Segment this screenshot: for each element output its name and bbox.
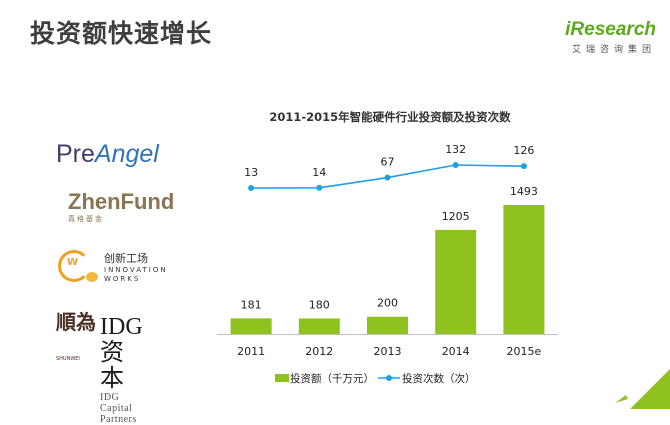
line-point-2013 [384,174,391,181]
bar-label-2012: 180 [309,298,330,311]
preangel-logo: PreAngel [56,140,159,169]
legend-line-marker [386,375,392,381]
preangel-logo-pre: Pre [56,140,95,168]
idg-logo-name: IDG资本 [100,314,143,392]
investment-chart: 2011-2015年智能硬件行业投资额及投资次数 181 2011 180 2012 20… [217,110,558,385]
legend-bar-swatch [275,374,289,382]
corner-shard [615,395,628,403]
preangel-logo-angel: Angel [94,140,159,168]
x-tick-2013: 2013 [374,345,402,358]
legend-bar-label: 投资额（千万元） [290,372,374,385]
line-label-2012: 14 [312,166,326,179]
bar-label-2013: 200 [377,297,398,310]
bar-2012 [298,318,340,334]
bar-2013 [367,316,408,334]
innovation-works-text: 创新工场 INNOVATION WORKS [104,252,168,284]
bar-label-2014: 1205 [442,210,470,223]
line-label-2013: 67 [381,156,395,169]
line-point-2014 [452,162,459,168]
line-point-2011 [248,185,255,191]
innovation-works-cn: 创新工场 [104,252,148,265]
zhenfund-logo: ZhenFund 真格基金 [68,190,174,224]
shunwei-logo: 順為 [56,310,96,334]
bar-label-2015e: 1493 [510,185,538,198]
line-label-2014: 132 [445,143,466,156]
brand-name: iResearch [565,19,656,40]
shunwei-logo-en: SHUNWEI [56,356,80,362]
lightbulb-icon [58,250,90,282]
line-label-2015e: 126 [513,144,534,157]
x-tick-2011: 2011 [237,345,265,358]
x-tick-2015e: 2015e [507,345,542,358]
bar-2014 [435,229,477,334]
innovation-works-en1: INNOVATION [104,266,168,274]
corner-decoration [615,369,670,409]
page-title: 投资额快速增长 [30,19,213,48]
line-label-2011: 13 [244,166,258,179]
bar-label-2011: 181 [241,298,262,311]
brand-subtitle: 艾瑞咨询集团 [571,45,656,55]
x-tick-2012: 2012 [305,345,333,358]
line-point-2015e [520,163,527,170]
bulb-base-icon [86,272,98,282]
legend-line-label: 投资次数（次） [402,372,476,385]
chart-title: 2011-2015年智能硬件行业投资额及投资次数 [269,110,511,124]
innovation-works-mark: W [67,257,79,268]
x-tick-2014: 2014 [442,345,470,358]
innovation-works-en2: WORKS [104,275,141,283]
bar-2015e [503,205,545,334]
bar-2011 [230,318,272,334]
brand-logo: iResearch 艾瑞咨询集团 [565,19,656,56]
corner-triangle [630,369,670,409]
zhenfund-logo-name: ZhenFund [68,189,175,214]
zhenfund-logo-sub: 真格基金 [68,215,104,223]
line-point-2012 [316,184,323,191]
